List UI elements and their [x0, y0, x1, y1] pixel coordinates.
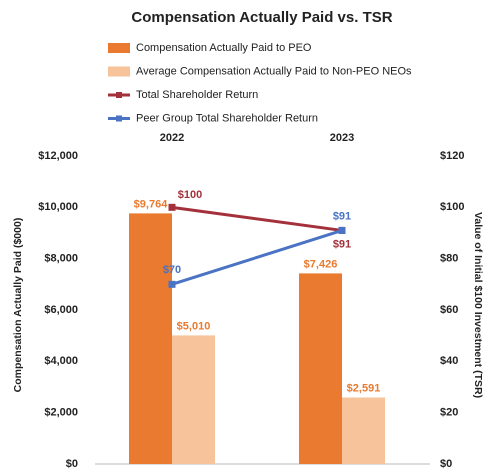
line-value-label: $100	[178, 189, 202, 201]
bar	[129, 213, 172, 464]
legend-label: Compensation Actually Paid to PEO	[136, 42, 312, 54]
y2-tick-label: $120	[440, 150, 464, 162]
legend-marker	[116, 115, 122, 122]
y-tick-label: $0	[66, 458, 78, 470]
legend-marker	[116, 92, 122, 98]
legend-swatch	[108, 66, 130, 77]
line-marker	[168, 280, 176, 288]
legend-swatch	[108, 43, 130, 53]
y-tick-label: $4,000	[44, 355, 78, 367]
bar	[172, 335, 215, 464]
legend-label: Total Shareholder Return	[136, 89, 258, 101]
line-marker	[168, 203, 176, 211]
bar-value-label: $9,764	[134, 198, 169, 210]
line-value-label: $91	[333, 210, 351, 222]
y-tick-label: $12,000	[38, 150, 78, 162]
line	[171, 229, 343, 286]
y-axis-label: Compensation Actually Paid ($000)	[12, 218, 24, 393]
y-tick-label: $8,000	[44, 253, 78, 265]
line	[171, 205, 343, 232]
x-tick-label: 2023	[330, 132, 354, 144]
line-value-label: $91	[333, 238, 351, 250]
y2-axis-label: Value of Initial $100 Investment (TSR)	[472, 212, 484, 398]
bar-value-label: $2,591	[347, 382, 381, 394]
y2-tick-label: $0	[440, 458, 452, 470]
y2-tick-label: $80	[440, 253, 458, 265]
legend-label: Peer Group Total Shareholder Return	[136, 112, 318, 124]
y-tick-label: $2,000	[44, 407, 78, 419]
y2-tick-label: $40	[440, 355, 458, 367]
legend-label: Average Compensation Actually Paid to No…	[136, 65, 412, 77]
chart-title: Compensation Actually Paid vs. TSR	[131, 9, 392, 26]
line-marker	[338, 226, 346, 234]
line-value-label: $70	[163, 264, 181, 276]
y2-tick-label: $60	[440, 304, 458, 316]
y-tick-label: $6,000	[44, 304, 78, 316]
y-tick-label: $10,000	[38, 201, 78, 213]
y2-tick-label: $100	[440, 201, 464, 213]
bar	[342, 397, 385, 464]
x-tick-label: 2022	[160, 132, 184, 144]
bar	[299, 273, 342, 464]
y2-tick-label: $20	[440, 407, 458, 419]
bar-value-label: $5,010	[177, 320, 211, 332]
bar-value-label: $7,426	[304, 258, 338, 270]
